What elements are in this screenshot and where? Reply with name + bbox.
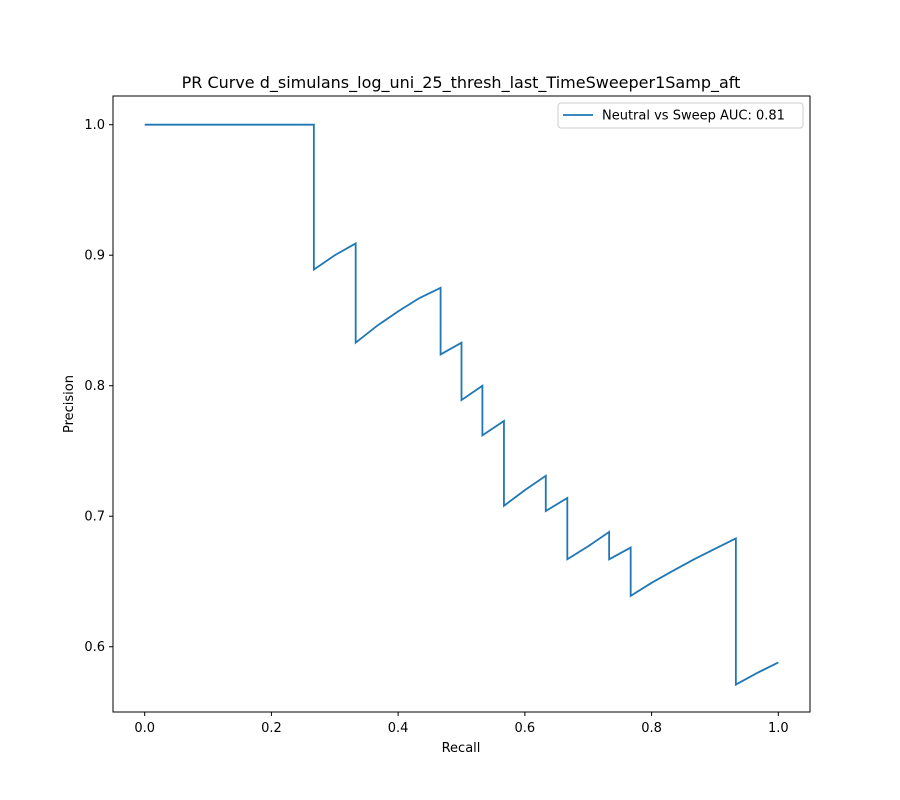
x-tick-label: 0.2 bbox=[261, 721, 282, 736]
x-tick-label: 0.4 bbox=[388, 721, 409, 736]
y-axis-label: Precision bbox=[62, 375, 77, 433]
x-tick-label: 1.0 bbox=[768, 721, 789, 736]
legend-label: Neutral vs Sweep AUC: 0.81 bbox=[602, 109, 785, 124]
chart-title: PR Curve d_simulans_log_uni_25_thresh_la… bbox=[182, 73, 741, 93]
x-axis-label: Recall bbox=[442, 741, 481, 756]
y-tick-label: 1.0 bbox=[84, 118, 105, 133]
y-tick-label: 0.8 bbox=[84, 379, 105, 394]
x-tick-label: 0.6 bbox=[515, 721, 536, 736]
y-tick-label: 0.9 bbox=[84, 249, 105, 264]
y-tick-label: 0.7 bbox=[84, 510, 105, 525]
x-tick-label: 0.0 bbox=[134, 721, 155, 736]
plot-area bbox=[113, 96, 810, 712]
x-axis: 0.0 0.2 0.4 0.6 0.8 1.0 bbox=[134, 712, 789, 736]
y-axis: 0.6 0.7 0.8 0.9 1.0 bbox=[84, 118, 113, 655]
series-line-neutral-vs-sweep bbox=[144, 123, 779, 687]
y-tick-label: 0.6 bbox=[84, 640, 105, 655]
plot-frame bbox=[112, 95, 811, 713]
x-tick-label: 0.8 bbox=[641, 721, 662, 736]
legend-box bbox=[557, 102, 804, 129]
legend: Neutral vs Sweep AUC: 0.81 bbox=[557, 102, 804, 129]
